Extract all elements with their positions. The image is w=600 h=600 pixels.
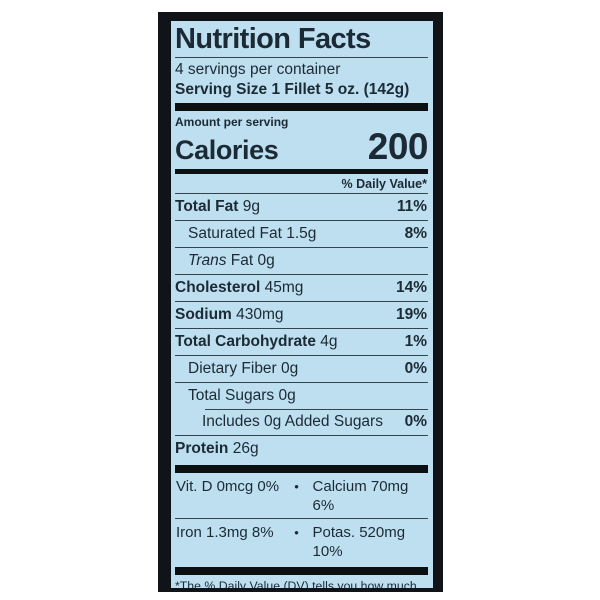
nutrient-row: Saturated Fat 1.5g 8% [175,220,428,247]
nutrient-daily-value: 14% [395,279,427,296]
micronutrient-right: Calcium 70mg 6% [312,477,409,514]
nutrient-row: Cholesterol 45mg 14% [175,274,428,301]
nutrient-daily-value: 11% [396,198,427,215]
nutrient-row: Trans Fat 0g [175,247,428,274]
amount-per-serving-label: Amount per serving [175,115,289,129]
nutrient-row: Total Sugars 0g [175,382,428,409]
nutrient-name: Saturated Fat 1.5g [188,225,317,242]
micronutrient-left: Iron 1.3mg 8% [176,523,274,541]
serving-size: Serving Size 1 Fillet 5 oz. (142g) [175,81,410,98]
nutrient-row: Total Carbohydrate 4g 1% [175,328,428,355]
nutrient-daily-value: 0% [404,413,427,430]
divider-thick-bar [175,465,428,473]
nutrient-daily-value: 1% [404,333,427,350]
nutrient-daily-value: 19% [395,306,427,323]
servings-per-container: 4 servings per container [175,61,341,78]
nutrient-daily-value: 8% [404,225,427,242]
nutrient-name: Sodium 430mg [175,306,284,323]
micronutrient-row: Iron 1.3mg 8% • Potas. 520mg 10% [175,518,428,564]
calories-label: Calories [175,135,279,165]
nutrition-label-frame: Nutrition Facts 4 servings per container… [158,12,443,592]
nutrient-row: Includes 0g Added Sugars 0% [175,409,428,435]
micronutrient-rows: Vit. D 0mcg 0% • Calcium 70mg 6% Iron 1.… [175,473,428,564]
micronutrient-right: Potas. 520mg 10% [312,523,406,560]
divider-thick-bar [175,103,428,111]
label-title: Nutrition Facts [175,23,428,58]
nutrient-name: Total Carbohydrate 4g [175,333,338,350]
nutrition-label: Nutrition Facts 4 servings per container… [171,21,433,588]
micronutrient-left: Vit. D 0mcg 0% [176,477,280,495]
nutrient-rows: Total Fat 9g 11% Saturated Fat 1.5g 8% T… [175,193,428,462]
daily-value-header: % Daily Value* [341,177,427,191]
bullet-separator: • [294,524,299,540]
nutrient-name: Includes 0g Added Sugars [202,413,383,430]
nutrient-daily-value: 0% [404,360,427,377]
divider-medium-bar [175,169,428,174]
nutrient-name: Total Sugars 0g [188,387,296,404]
calories-row: Calories 200 [175,126,429,167]
nutrient-name: Dietary Fiber 0g [188,360,299,377]
nutrient-row: Sodium 430mg 19% [175,301,428,328]
bullet-separator: • [294,478,299,494]
daily-value-footnote: *The % Daily Value (DV) tells you how mu… [175,579,417,588]
nutrient-name: Cholesterol 45mg [175,279,304,296]
nutrient-name: Trans Fat 0g [188,252,275,269]
nutrient-name: Total Fat 9g [175,198,260,215]
micronutrient-row: Vit. D 0mcg 0% • Calcium 70mg 6% [175,473,428,518]
nutrient-name: Protein 26g [175,440,259,457]
nutrient-row: Total Fat 9g 11% [175,193,428,220]
divider-thick-bar [175,567,428,575]
nutrient-row: Protein 26g [175,435,428,462]
calories-value: 200 [367,126,429,167]
nutrient-row: Dietary Fiber 0g 0% [175,355,428,382]
